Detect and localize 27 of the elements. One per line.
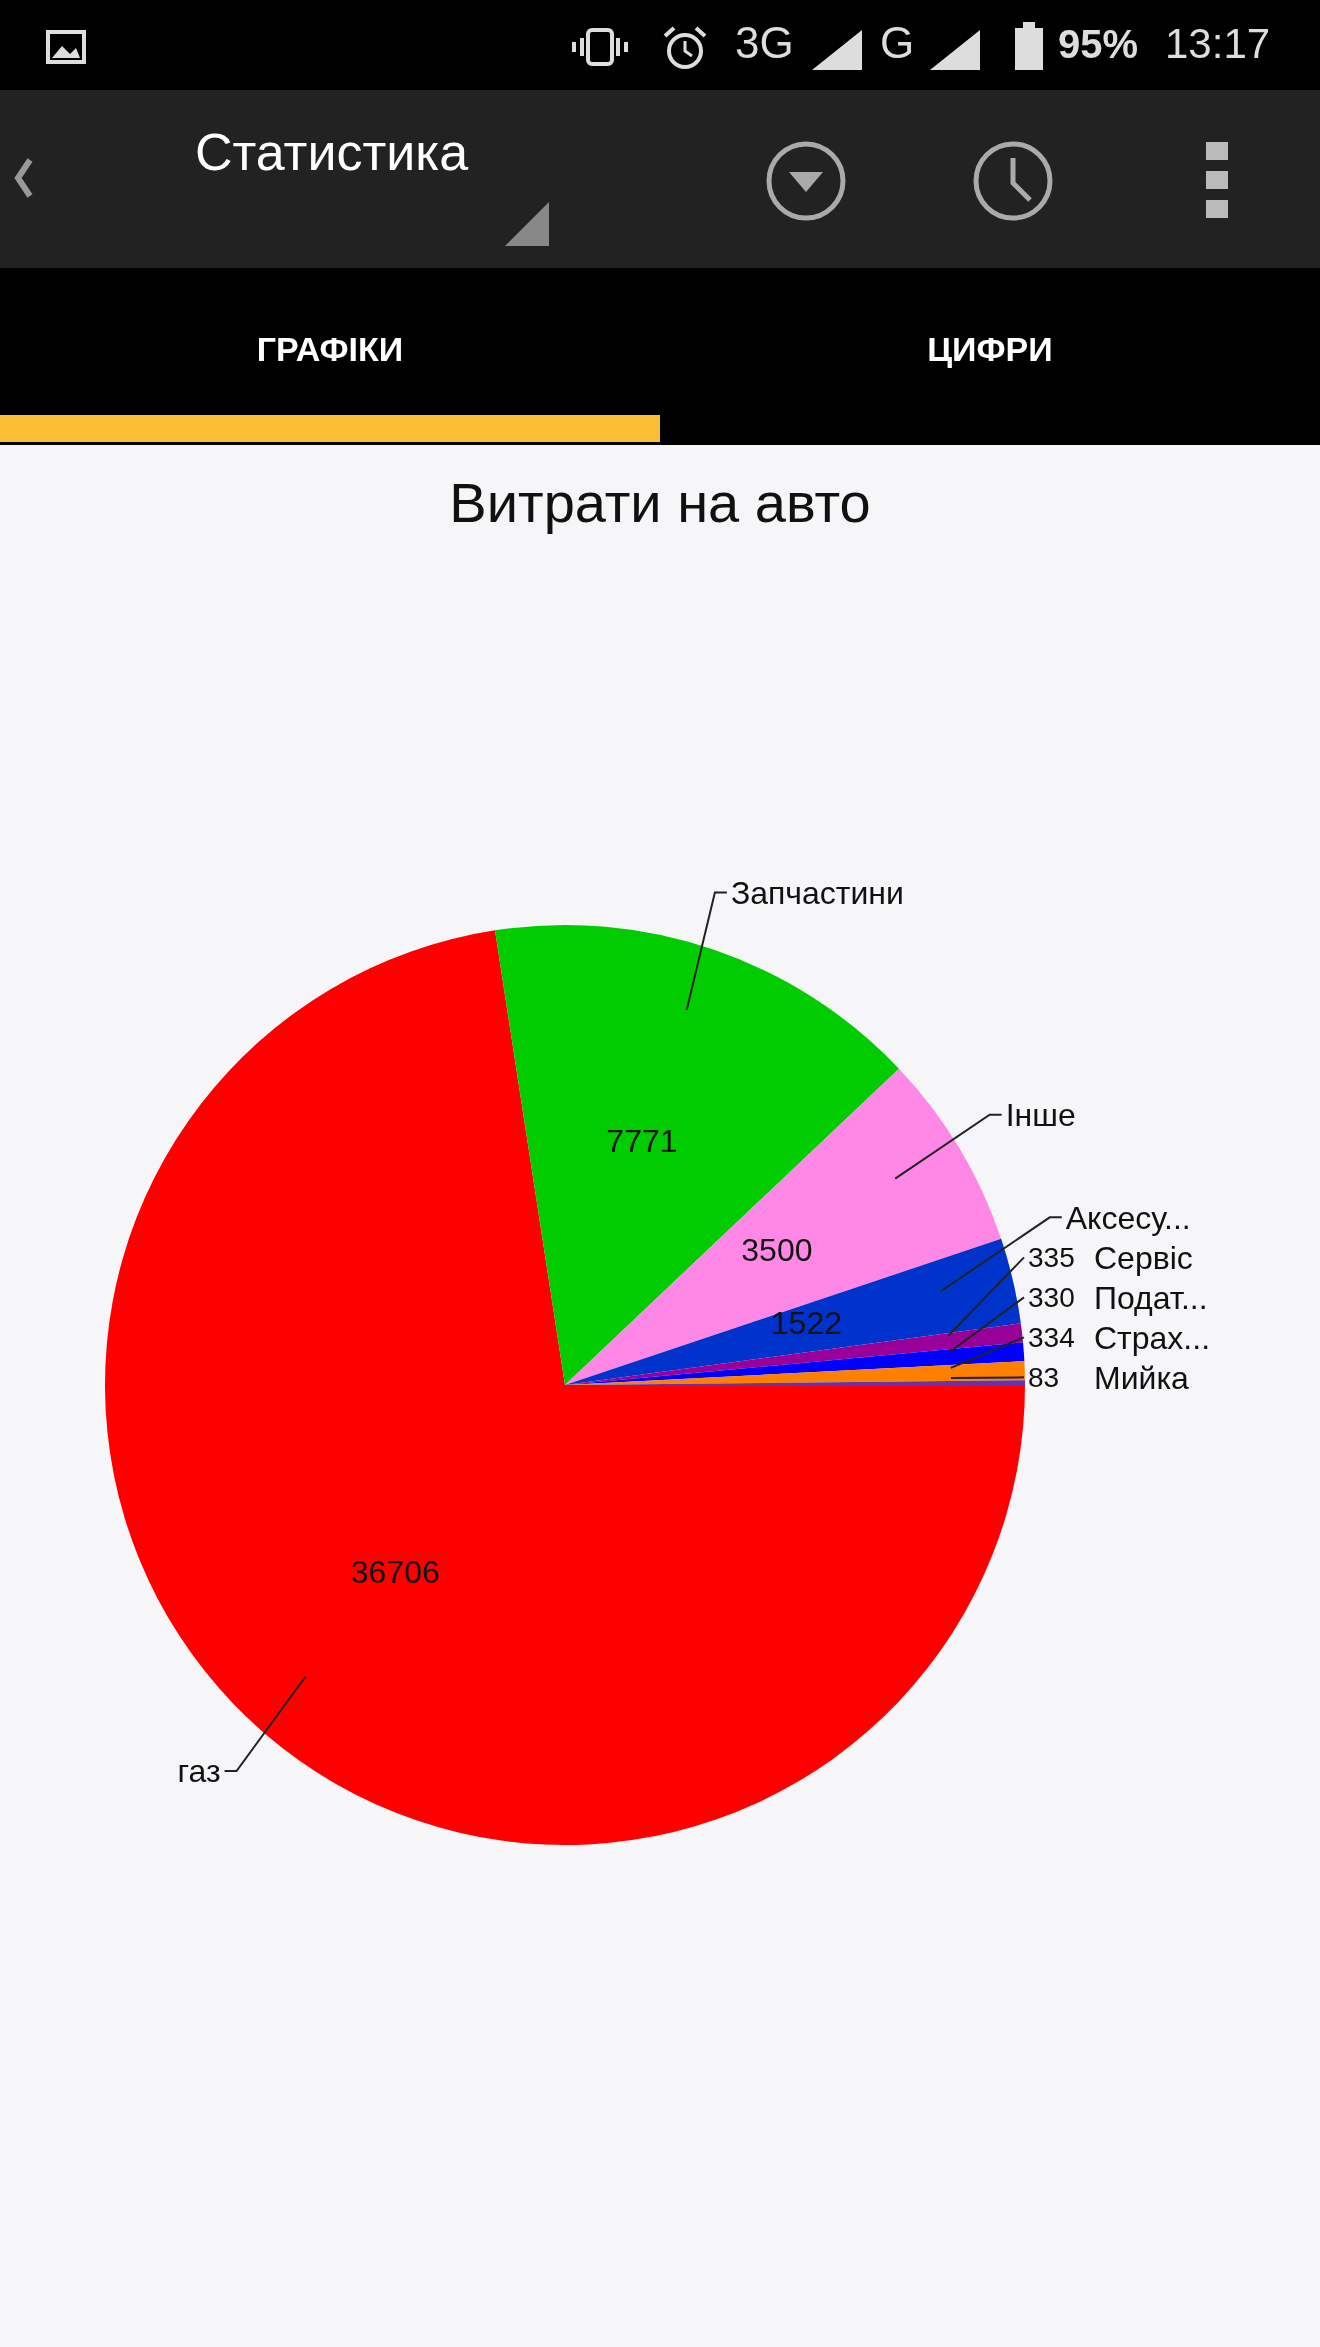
data-label: 7771: [606, 1122, 678, 1159]
data-label: 1522: [770, 1304, 842, 1341]
data-label: 335: [1028, 1242, 1075, 1274]
slice-label: Мийка: [1094, 1359, 1190, 1396]
data-label: 36706: [350, 1554, 440, 1591]
slice-label: Аксесу...: [1065, 1199, 1191, 1236]
data-label: 83: [1028, 1362, 1060, 1394]
slice-label: Інше: [1005, 1096, 1076, 1133]
text: G: [880, 18, 915, 67]
slice-label: Сервіс: [1094, 1239, 1193, 1276]
slice-label: Запчастини: [730, 874, 904, 911]
slice-label: Подат...: [1094, 1279, 1208, 1316]
text: 95%: [1058, 22, 1139, 66]
pie-slice: [495, 925, 899, 1385]
pie-slice: [565, 1238, 1021, 1385]
text: ГРАФІКИ: [256, 330, 404, 368]
text: Статистика: [195, 123, 469, 181]
chart-title: Витрати на авто: [449, 471, 871, 534]
text: 3G: [735, 18, 794, 67]
data-label: 330: [1028, 1282, 1075, 1314]
data-label: 3500: [741, 1231, 813, 1268]
pie-slice: [565, 1068, 1002, 1385]
text: ЦИФРИ: [927, 330, 1053, 368]
slice-label: газ: [177, 1753, 221, 1790]
data-label: 334: [1028, 1322, 1075, 1354]
text: 13:17: [1165, 20, 1271, 67]
slice-label: Страх...: [1094, 1319, 1211, 1356]
